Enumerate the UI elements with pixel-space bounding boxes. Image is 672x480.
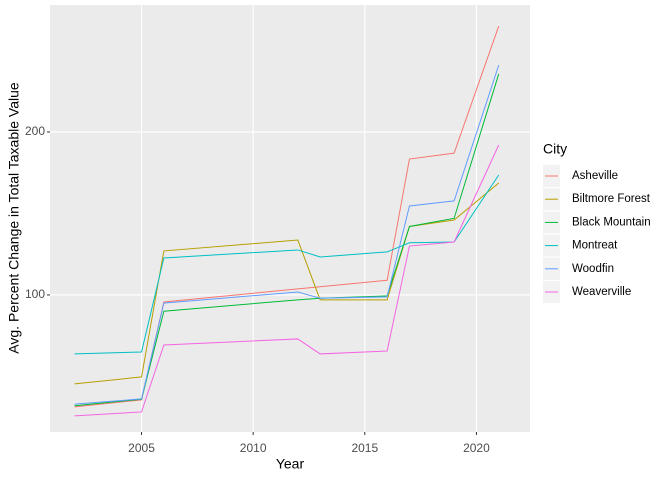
x-tick-label: 2020: [463, 441, 490, 455]
series-line: [74, 182, 500, 385]
legend-title: City: [543, 141, 567, 157]
legend-label: Weaverville: [572, 286, 631, 298]
x-tick-label: 2005: [128, 441, 155, 455]
y-tick-label: 200: [25, 124, 45, 138]
legend-label: Black Mountain: [572, 216, 651, 228]
series-line: [74, 174, 500, 355]
series-line: [74, 64, 500, 405]
plot-panel: [50, 5, 530, 432]
y-tick-label: 100: [25, 287, 45, 301]
series-line: [74, 144, 500, 417]
legend-label: Montreat: [572, 240, 618, 252]
legend-label: Biltmore Forest: [572, 193, 651, 205]
x-axis-title: Year: [276, 456, 305, 472]
x-tick-label: 2015: [351, 441, 378, 455]
legend-label: Asheville: [572, 170, 618, 182]
x-tick-label: 2010: [240, 441, 267, 455]
y-axis-title: Avg. Percent Change in Total Taxable Val…: [6, 82, 22, 354]
legend-label: Woodfin: [572, 263, 614, 275]
